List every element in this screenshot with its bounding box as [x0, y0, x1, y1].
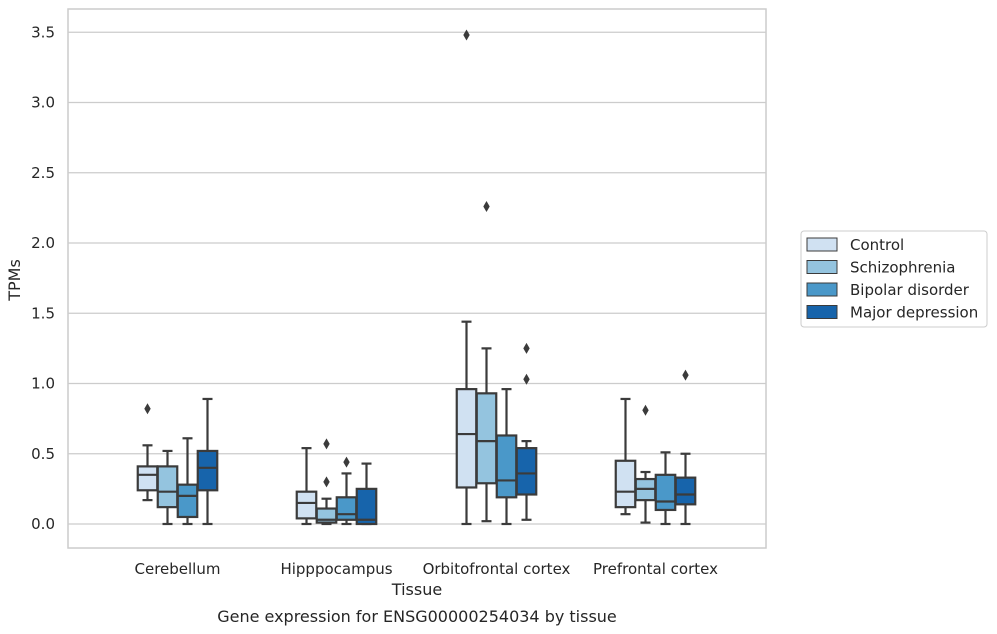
box-major-depression	[674, 369, 697, 526]
grid-lines	[68, 31, 766, 525]
box-control	[455, 29, 478, 526]
outlier-point	[343, 456, 350, 468]
legend-swatch	[806, 260, 838, 274]
y-tick-labels: 0.0 0.5 1.0 1.5 2.0 2.5 3.0 3.5	[31, 23, 55, 533]
box-iqr	[136, 465, 159, 492]
box-schizophrenia	[634, 404, 657, 524]
outlier-point	[323, 476, 330, 488]
box-iqr	[295, 490, 318, 520]
outlier-point	[642, 404, 649, 416]
box-control	[295, 447, 318, 526]
y-axis-label: TPMs	[5, 259, 24, 302]
legend-frame	[800, 230, 988, 328]
box-iqr	[355, 487, 378, 526]
y-tick-label: 0.5	[31, 445, 55, 463]
y-tick-label: 2.0	[31, 234, 55, 252]
x-tick-label: Hipppocampus	[280, 560, 392, 578]
box-iqr	[654, 473, 677, 512]
outlier-point	[483, 200, 490, 212]
legend-label: Schizophrenia	[850, 259, 955, 277]
legend: Control Schizophrenia Bipolar disorder Majo…	[800, 230, 988, 328]
box-iqr	[674, 476, 697, 506]
legend-swatch	[806, 282, 838, 297]
legend-label: Bipolar disorder	[850, 281, 970, 299]
box-bipolar-disorder	[176, 437, 199, 526]
box-iqr	[614, 459, 637, 509]
box-major-depression	[355, 462, 378, 526]
legend-label: Major depression	[850, 304, 978, 322]
box-plot-marks	[136, 29, 697, 526]
box-major-depression	[196, 397, 219, 526]
x-tick-label: Cerebellum	[135, 560, 221, 578]
box-schizophrenia	[315, 438, 338, 526]
box-iqr	[335, 496, 358, 521]
y-tick-label: 1.0	[31, 375, 55, 393]
y-tick-label: 0.0	[31, 515, 55, 533]
outlier-point	[463, 29, 470, 41]
box-iqr	[156, 465, 179, 509]
box-iqr	[495, 434, 518, 499]
chart-caption: Gene expression for ENSG00000254034 by t…	[217, 607, 617, 626]
y-tick-label: 3.0	[31, 94, 55, 112]
box-control	[614, 397, 637, 516]
box-iqr	[196, 449, 219, 492]
legend-swatch	[806, 305, 838, 319]
x-tick-label: Orbitofrontal cortex	[423, 560, 571, 578]
plot-frame	[67, 8, 767, 549]
y-tick-label: 3.5	[31, 23, 55, 41]
box-major-depression	[515, 342, 538, 521]
box-bipolar-disorder	[654, 451, 677, 526]
x-tick-label: Prefrontal cortex	[593, 560, 718, 578]
box-iqr	[515, 447, 538, 496]
x-tick-labels: Cerebellum Hipppocampus Orbitofrontal cort…	[135, 560, 719, 578]
box-control	[136, 403, 159, 502]
legend-label: Control	[850, 236, 904, 254]
outlier-point	[523, 342, 530, 354]
y-tick-label: 1.5	[31, 304, 55, 322]
box-iqr	[475, 392, 498, 485]
box-schizophrenia	[156, 449, 179, 526]
box-bipolar-disorder	[495, 388, 518, 526]
box-schizophrenia	[475, 200, 498, 523]
x-axis-label: Tissue	[391, 580, 442, 599]
outlier-point	[523, 373, 530, 385]
outlier-point	[682, 369, 689, 381]
outlier-point	[323, 438, 330, 450]
box-iqr	[176, 483, 199, 519]
y-tick-label: 2.5	[31, 164, 55, 182]
box-bipolar-disorder	[335, 456, 358, 526]
legend-swatch	[806, 237, 838, 252]
box-iqr	[455, 388, 478, 489]
outlier-point	[144, 403, 151, 415]
